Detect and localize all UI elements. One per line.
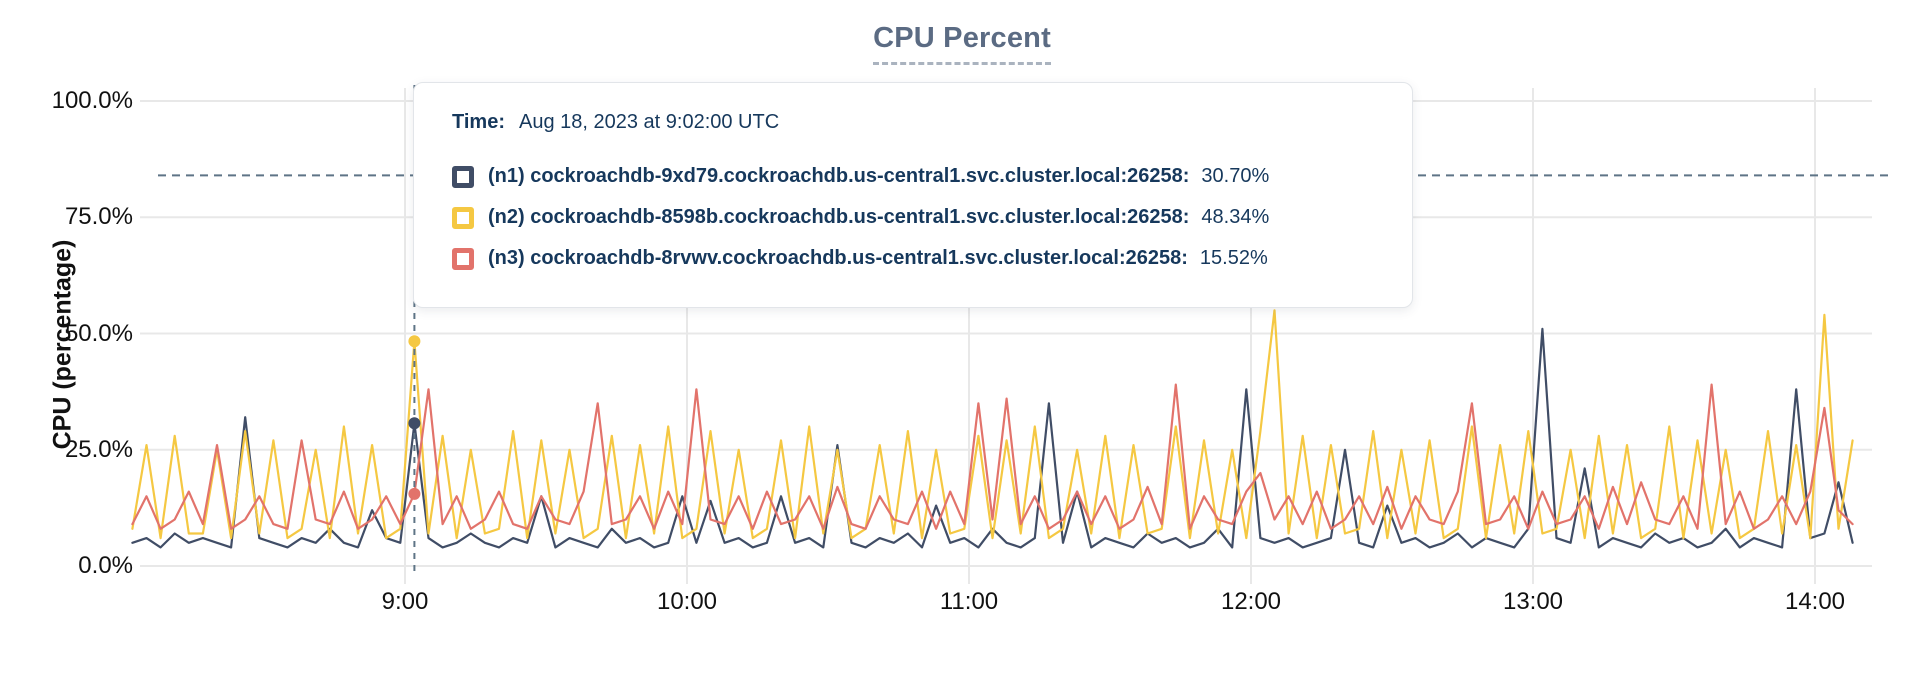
y-tick-label: 100.0%: [51, 87, 133, 114]
y-tick-label: 50.0%: [64, 319, 133, 347]
legend-row: (n2) cockroachdb-8598b.cockroachdb.us-ce…: [452, 197, 1412, 238]
x-tick-label: 9:00: [381, 588, 429, 615]
legend-series-name: (n1) cockroachdb-9xd79.cockroachdb.us-ce…: [488, 165, 1190, 187]
hover-dot-n1: [408, 417, 421, 430]
legend-row: (n1) cockroachdb-9xd79.cockroachdb.us-ce…: [452, 156, 1412, 197]
x-tick-label: 11:00: [939, 588, 999, 615]
legend-series-name: (n3) cockroachdb-8rvwv.cockroachdb.us-ce…: [488, 247, 1188, 269]
legend-series-value: 30.70%: [1201, 165, 1270, 187]
x-tick-label: 10:00: [656, 588, 718, 615]
x-tick-label: 12:00: [1220, 588, 1282, 615]
y-tick-label: 0.0%: [78, 552, 133, 579]
legend-row: (n3) cockroachdb-8rvwv.cockroachdb.us-ce…: [452, 238, 1412, 279]
y-tick-label: 25.0%: [64, 435, 133, 463]
legend-series-value: 15.52%: [1199, 247, 1268, 269]
legend-swatch-icon: [452, 247, 474, 270]
legend-series-value: 48.34%: [1201, 206, 1270, 228]
hover-dot-n3: [408, 487, 421, 500]
x-tick-label: 13:00: [1502, 588, 1564, 615]
legend-swatch-icon: [452, 206, 474, 229]
tooltip-time-label: Time:: [452, 111, 505, 133]
legend-series-name: (n2) cockroachdb-8598b.cockroachdb.us-ce…: [488, 206, 1190, 228]
chart-title: CPU Percent: [873, 22, 1051, 65]
series-line-n3: [131, 383, 1854, 530]
hover-dot-n2: [408, 335, 421, 348]
tooltip-time-row: Time: Aug 18, 2023 at 9:02:00 UTC: [452, 111, 1412, 134]
chart-title-container: CPU Percent: [0, 22, 1924, 65]
tooltip-legend-rows: (n1) cockroachdb-9xd79.cockroachdb.us-ce…: [452, 156, 1412, 279]
x-tick-label: 14:00: [1784, 588, 1846, 615]
chart-tooltip: Time: Aug 18, 2023 at 9:02:00 UTC (n1) co…: [413, 82, 1413, 308]
y-tick-label: 75.0%: [64, 203, 133, 231]
series-line-n2: [131, 309, 1854, 540]
legend-swatch-icon: [452, 165, 474, 188]
tooltip-time-value: Aug 18, 2023 at 9:02:00 UTC: [518, 111, 780, 133]
